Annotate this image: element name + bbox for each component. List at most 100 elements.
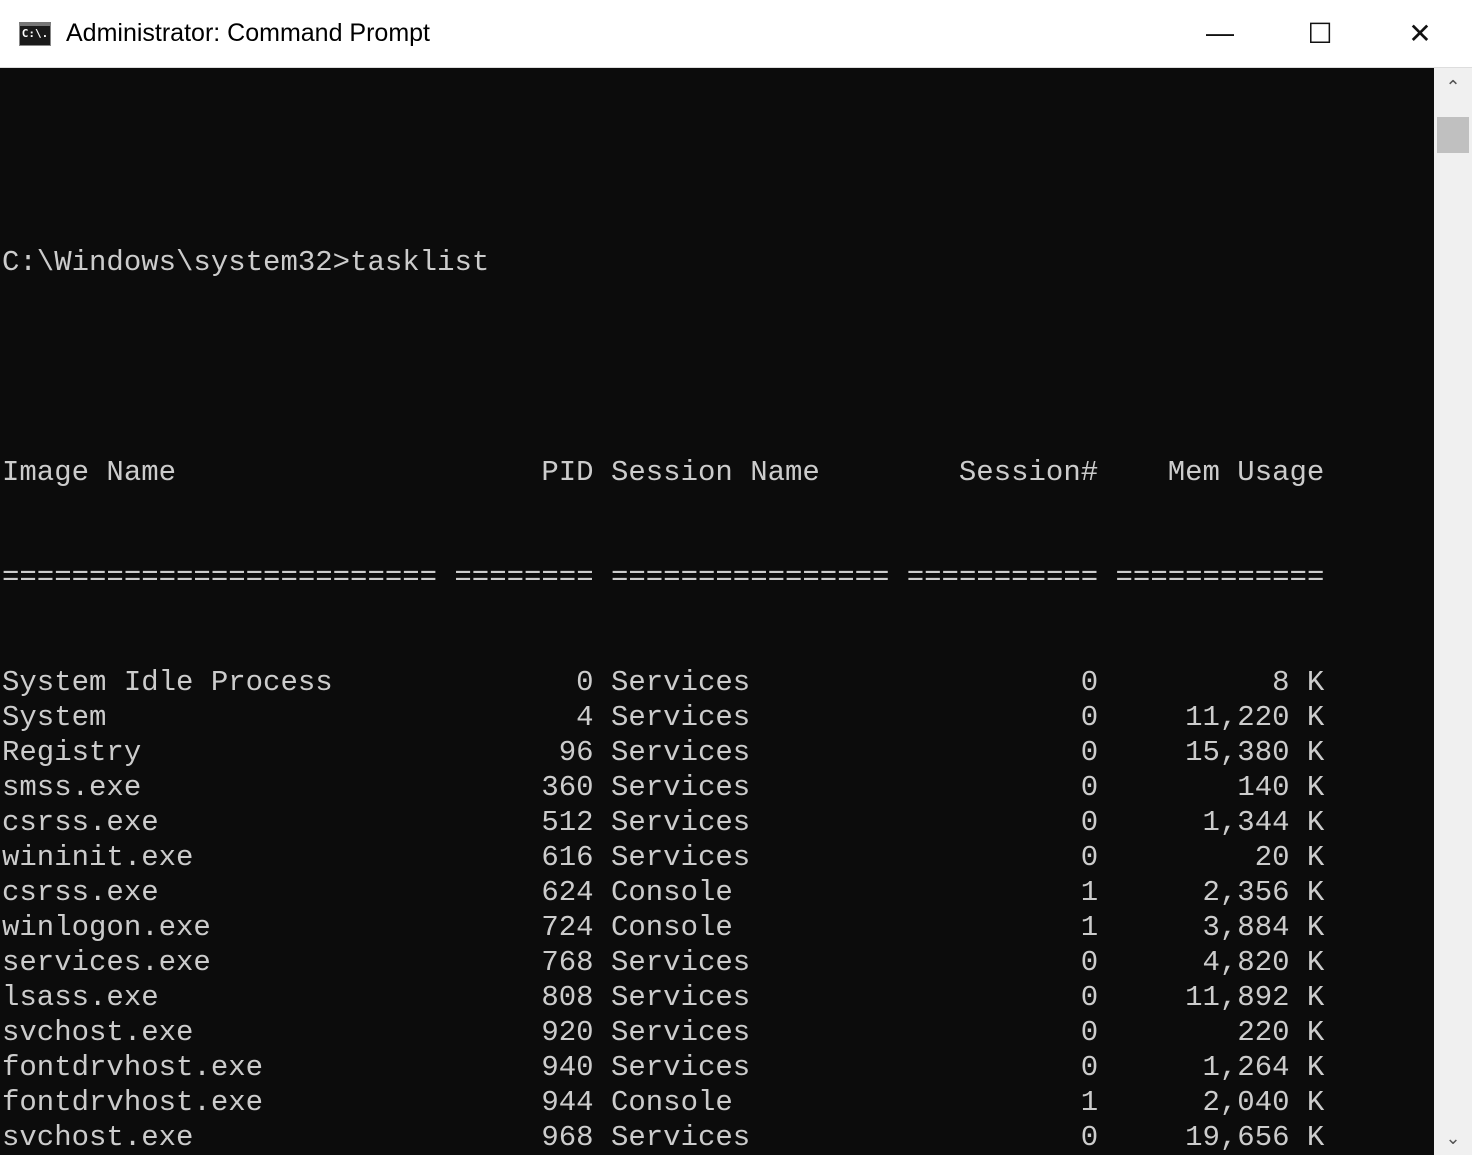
- session-number-cell: 0: [1080, 946, 1099, 979]
- session-name-cell: Session Name: [610, 456, 820, 489]
- pid-cell: ========: [454, 561, 594, 594]
- table-row: smss.exe 360 Services 0 140 K: [2, 770, 1434, 805]
- image-name-cell: services.exe: [2, 946, 211, 979]
- cmd-icon: C:\.: [19, 22, 51, 46]
- session-number-cell: ===========: [906, 561, 1099, 594]
- table-row: wininit.exe 616 Services 0 20 K: [2, 840, 1434, 875]
- session-name-cell: Console: [610, 1086, 733, 1119]
- blank-line: [2, 350, 1434, 385]
- session-number-cell: Session#: [958, 456, 1099, 489]
- console-output[interactable]: C:\Windows\system32>tasklist Image Name P…: [0, 68, 1434, 1155]
- session-name-cell: Services: [610, 701, 751, 734]
- title-bar[interactable]: C:\. Administrator: Command Prompt — ☐ ✕: [0, 0, 1472, 68]
- table-header: Image Name PID Session Name Session# Mem Usa…: [2, 455, 1434, 490]
- mem-usage-cell: 15,380 K: [1185, 736, 1325, 769]
- session-number-cell: 0: [1080, 771, 1099, 804]
- image-name-cell: csrss.exe: [2, 876, 159, 909]
- session-number-cell: 0: [1080, 666, 1099, 699]
- mem-usage-cell: Mem Usage: [1167, 456, 1325, 489]
- pid-cell: 4: [576, 701, 594, 734]
- image-name-cell: fontdrvhost.exe: [2, 1051, 264, 1084]
- table-row: fontdrvhost.exe 944 Console 1 2,040 K: [2, 1085, 1434, 1120]
- session-name-cell: Services: [610, 1121, 751, 1154]
- table-row: csrss.exe 624 Console 1 2,356 K: [2, 875, 1434, 910]
- prompt-line: C:\Windows\system32>tasklist: [2, 246, 490, 279]
- scroll-down-icon[interactable]: ⌄: [1445, 1127, 1461, 1148]
- pid-cell: 624: [541, 876, 594, 909]
- table-row: lsass.exe 808 Services 0 11,892 K: [2, 980, 1434, 1015]
- image-name-cell: fontdrvhost.exe: [2, 1086, 264, 1119]
- session-number-cell: 0: [1080, 1016, 1099, 1049]
- mem-usage-cell: 140 K: [1237, 771, 1325, 804]
- table-separator: ========================= ======== =======…: [2, 560, 1434, 595]
- image-name-cell: Registry: [2, 736, 142, 769]
- mem-usage-cell: 19,656 K: [1185, 1121, 1325, 1154]
- image-name-cell: csrss.exe: [2, 806, 159, 839]
- session-name-cell: Services: [610, 946, 751, 979]
- session-number-cell: 1: [1080, 876, 1099, 909]
- session-name-cell: Services: [610, 806, 751, 839]
- mem-usage-cell: 1,264 K: [1202, 1051, 1325, 1084]
- image-name-cell: svchost.exe: [2, 1016, 194, 1049]
- maximize-button[interactable]: ☐: [1307, 17, 1333, 49]
- table-row: System Idle Process 0 Services 0 8 K: [2, 665, 1434, 700]
- image-name-cell: lsass.exe: [2, 981, 159, 1014]
- pid-cell: 968: [541, 1121, 594, 1154]
- pid-cell: PID: [541, 456, 594, 489]
- pid-cell: 940: [541, 1051, 594, 1084]
- mem-usage-cell: 8 K: [1272, 666, 1325, 699]
- pid-cell: 808: [541, 981, 594, 1014]
- table-row: csrss.exe 512 Services 0 1,344 K: [2, 805, 1434, 840]
- image-name-cell: System: [2, 701, 107, 734]
- session-number-cell: 0: [1080, 806, 1099, 839]
- image-name-cell: Image Name: [2, 456, 177, 489]
- mem-usage-cell: 3,884 K: [1202, 911, 1325, 944]
- session-number-cell: 0: [1080, 841, 1099, 874]
- pid-cell: 616: [541, 841, 594, 874]
- table-row: svchost.exe 920 Services 0 220 K: [2, 1015, 1434, 1050]
- mem-usage-cell: 11,220 K: [1185, 701, 1325, 734]
- scroll-up-icon[interactable]: ⌃: [1445, 76, 1461, 97]
- session-name-cell: Services: [610, 1016, 751, 1049]
- mem-usage-cell: ============: [1115, 561, 1325, 594]
- mem-usage-cell: 1,344 K: [1202, 806, 1325, 839]
- mem-usage-cell: 4,820 K: [1202, 946, 1325, 979]
- session-number-cell: 1: [1080, 1086, 1099, 1119]
- blank-line: [2, 140, 1434, 175]
- close-button[interactable]: ✕: [1408, 17, 1432, 49]
- session-name-cell: Services: [610, 736, 751, 769]
- table-row: Registry 96 Services 0 15,380 K: [2, 735, 1434, 770]
- minimize-button[interactable]: —: [1206, 17, 1234, 48]
- console-window-body: C:\Windows\system32>tasklist Image Name P…: [0, 68, 1472, 1155]
- pid-cell: 768: [541, 946, 594, 979]
- session-name-cell: Console: [610, 876, 733, 909]
- session-number-cell: 0: [1080, 981, 1099, 1014]
- session-number-cell: 0: [1080, 1121, 1099, 1154]
- session-number-cell: 0: [1080, 701, 1099, 734]
- session-name-cell: ================: [610, 561, 890, 594]
- window-title: Administrator: Command Prompt: [66, 19, 431, 47]
- session-name-cell: Console: [610, 911, 733, 944]
- mem-usage-cell: 2,356 K: [1202, 876, 1325, 909]
- table-row: winlogon.exe 724 Console 1 3,884 K: [2, 910, 1434, 945]
- pid-cell: 360: [541, 771, 594, 804]
- image-name-cell: =========================: [2, 561, 438, 594]
- session-name-cell: Services: [610, 1051, 751, 1084]
- session-name-cell: Services: [610, 771, 751, 804]
- pid-cell: 944: [541, 1086, 594, 1119]
- mem-usage-cell: 20 K: [1254, 841, 1325, 874]
- scroll-thumb[interactable]: [1437, 117, 1469, 153]
- image-name-cell: winlogon.exe: [2, 911, 211, 944]
- session-name-cell: Services: [610, 841, 751, 874]
- pid-cell: 724: [541, 911, 594, 944]
- session-number-cell: 0: [1080, 1051, 1099, 1084]
- image-name-cell: System Idle Process: [2, 666, 333, 699]
- vertical-scrollbar[interactable]: ⌃ ⌄: [1434, 68, 1472, 1155]
- pid-cell: 96: [558, 736, 594, 769]
- mem-usage-cell: 11,892 K: [1185, 981, 1325, 1014]
- pid-cell: 920: [541, 1016, 594, 1049]
- session-name-cell: Services: [610, 666, 751, 699]
- mem-usage-cell: 220 K: [1237, 1016, 1325, 1049]
- table-row: services.exe 768 Services 0 4,820 K: [2, 945, 1434, 980]
- session-name-cell: Services: [610, 981, 751, 1014]
